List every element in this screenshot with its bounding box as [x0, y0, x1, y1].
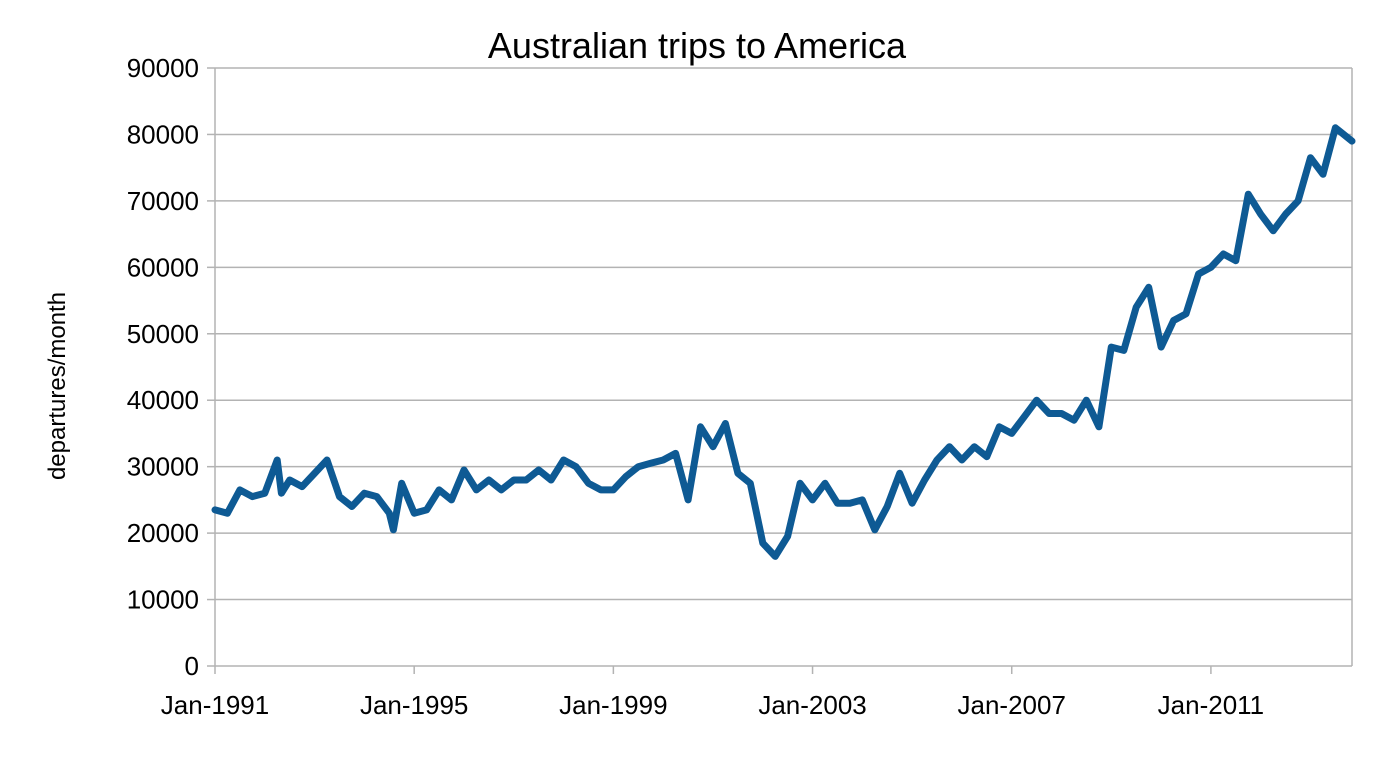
series-line — [211, 124, 1356, 560]
y-tick-label: 20000 — [127, 518, 199, 548]
y-tick-labels: 0 10000 20000 30000 40000 50000 60000 70000 8000… — [127, 53, 199, 681]
y-tick-label: 40000 — [127, 385, 199, 415]
y-tick-label: 0 — [185, 651, 199, 681]
x-tick-label: Jan-1999 — [559, 690, 667, 720]
y-tick-label: 60000 — [127, 252, 199, 282]
chart-title: Australian trips to America — [488, 25, 907, 66]
x-tick-labels: Jan-1991 Jan-1995 Jan-1999 Jan-2003 Jan-2007… — [161, 690, 1264, 720]
y-tick-label: 70000 — [127, 186, 199, 216]
y-tick-label: 10000 — [127, 585, 199, 615]
x-tick-label: Jan-2011 — [1158, 690, 1265, 720]
x-tick-label: Jan-1991 — [161, 690, 269, 720]
y-tick-label: 50000 — [127, 319, 199, 349]
y-tick-label: 30000 — [127, 452, 199, 482]
y-tick-label: 90000 — [127, 53, 199, 83]
x-tick-label: Jan-2007 — [958, 690, 1066, 720]
x-tick-label: Jan-1995 — [360, 690, 468, 720]
series-layer — [211, 124, 1356, 560]
y-axis-label: departures/month — [44, 292, 71, 480]
y-tick-label: 80000 — [127, 119, 199, 149]
axes — [207, 67, 1353, 674]
gridlines — [215, 67, 1352, 601]
x-tick-label: Jan-2003 — [758, 690, 866, 720]
